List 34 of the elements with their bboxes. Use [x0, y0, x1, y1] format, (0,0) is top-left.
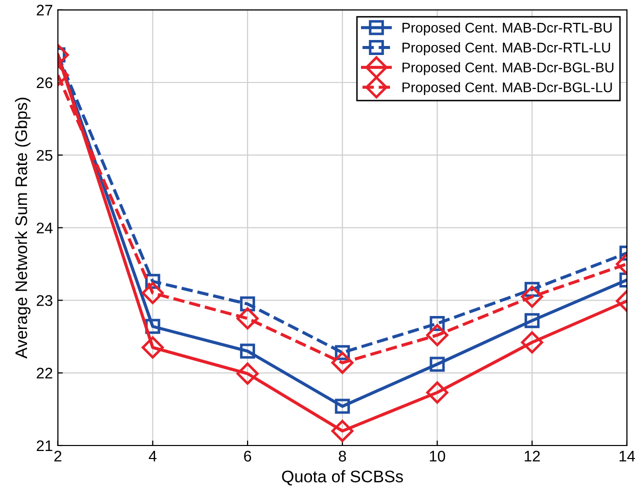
- point: [426, 324, 448, 346]
- point: [334, 398, 350, 414]
- x-tick-label: 8: [338, 450, 346, 462]
- x-tick-label: 6: [244, 450, 252, 462]
- point: [430, 356, 445, 372]
- legend-label: Proposed Cent. MAB-Dcr-RTL-BU: [402, 22, 612, 36]
- x-axis-title: Quota of SCBSs: [282, 470, 403, 486]
- point: [331, 352, 354, 374]
- y-tick-label: 23: [36, 295, 52, 306]
- point: [426, 381, 448, 404]
- legend-label: Proposed Cent. MAB-Dcr-BGL-LU: [402, 82, 612, 96]
- x-tick-label: 4: [148, 450, 157, 462]
- point: [236, 362, 259, 385]
- point: [236, 307, 259, 330]
- y-tick-label: 22: [36, 368, 52, 378]
- point: [521, 286, 544, 308]
- x-tick-label: 10: [430, 450, 446, 462]
- x-tick-label: 2: [54, 450, 62, 462]
- point: [240, 344, 256, 359]
- point: [142, 336, 164, 359]
- y-tick-label: 21: [36, 440, 52, 452]
- legend-label: Proposed Cent. MAB-Dcr-RTL-LU: [402, 42, 610, 56]
- y-tick-label: 26: [36, 77, 52, 88]
- point: [331, 420, 354, 442]
- legend-label: Proposed Cent. MAB-Dcr-BGL-BU: [402, 62, 614, 76]
- x-tick-label: 12: [524, 450, 540, 462]
- point: [524, 313, 540, 328]
- point: [142, 282, 164, 304]
- y-axis-title: Average Network Sum Rate (Gbps): [14, 98, 30, 359]
- point: [521, 331, 544, 354]
- y-tick-label: 24: [36, 222, 53, 234]
- y-tick-label: 25: [36, 150, 52, 161]
- x-tick-label: 14: [620, 450, 635, 462]
- y-tick-label: 27: [36, 4, 52, 16]
